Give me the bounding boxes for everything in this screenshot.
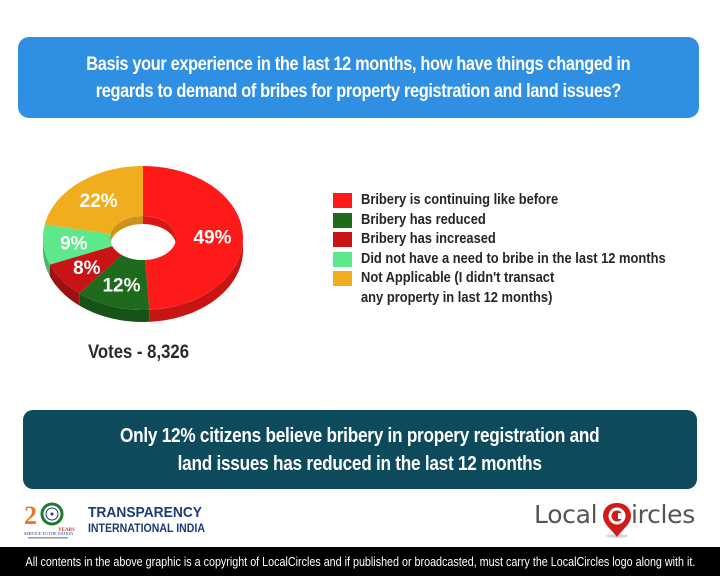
- donut-slice-side: [43, 238, 50, 277]
- svg-text:YEARS: YEARS: [58, 528, 75, 533]
- donut-slice: [50, 246, 122, 294]
- slice-percentage-label: 9%: [60, 234, 88, 255]
- legend-label: Not Applicable (I didn't transact any pr…: [361, 269, 555, 306]
- legend-item: Bribery is continuing like before: [333, 190, 718, 210]
- conclusion-banner: Only 12% citizens believe bribery in pro…: [23, 410, 697, 489]
- slice-percentage-label: 22%: [80, 191, 118, 212]
- slice-percentage-label: 8%: [73, 258, 101, 279]
- legend-label: Bribery has reduced: [361, 210, 486, 228]
- donut-slice: [143, 166, 243, 310]
- legend-label: Bribery is continuing like before: [361, 191, 559, 208]
- svg-text:SERVICE TO THE NATION: SERVICE TO THE NATION: [24, 531, 73, 536]
- donut-slice: [79, 255, 150, 310]
- transparency-international-logo: 2 YEARS SERVICE TO THE NATION TRANSPAREN…: [22, 498, 222, 540]
- localcircles-logo: Local ircles: [530, 498, 700, 542]
- legend-label: Bribery has increased: [361, 230, 496, 247]
- chart-legend: Bribery is continuing like before Briber…: [333, 190, 718, 308]
- legend-item: Did not have a need to bribe in the last…: [333, 249, 718, 269]
- legend-swatch: [333, 271, 352, 286]
- ti-name-line-2: INTERNATIONAL INDIA: [88, 521, 205, 535]
- question-line-2: regards to demand of bribes for property…: [95, 80, 622, 102]
- location-pin-c-icon: [603, 503, 631, 538]
- donut-slice-side: [149, 238, 243, 322]
- lc-logo-text-local: Local: [534, 500, 598, 529]
- copyright-text: All contents in the above graphic is a c…: [25, 554, 695, 569]
- legend-item: Bribery has increased: [333, 229, 718, 249]
- question-line-1: Basis your experience in the last 12 mon…: [86, 53, 631, 75]
- ti-20-years-emblem-icon: 2 YEARS SERVICE TO THE NATION: [24, 501, 75, 539]
- votes-count: Votes - 8,326: [88, 342, 189, 363]
- donut-chart: 49% 12% 8% 9% 22%: [30, 155, 260, 335]
- slice-percentage-label: 12%: [102, 276, 140, 297]
- slice-percentage-label: 49%: [193, 228, 231, 249]
- conclusion-line-1: Only 12% citizens believe bribery in pro…: [120, 424, 600, 447]
- question-banner: Basis your experience in the last 12 mon…: [18, 37, 699, 118]
- legend-swatch: [333, 212, 352, 228]
- donut-slice-side: [50, 264, 80, 306]
- donut-slice-side: [79, 293, 150, 322]
- legend-item: Bribery has reduced: [333, 210, 718, 230]
- lc-logo-text-ircles: ircles: [631, 500, 695, 529]
- legend-swatch: [333, 251, 352, 267]
- legend-swatch: [333, 193, 352, 208]
- donut-slice: [44, 166, 143, 234]
- conclusion-line-2: land issues has reduced in the last 12 m…: [177, 452, 543, 475]
- legend-label: Did not have a need to bribe in the last…: [361, 249, 666, 267]
- ti-name-line-1: TRANSPARENCY: [88, 504, 202, 521]
- legend-swatch: [333, 232, 352, 247]
- donut-chart-svg: 49% 12%8% 9% 22%: [43, 166, 243, 322]
- legend-item: Not Applicable (I didn't transact any pr…: [333, 268, 718, 308]
- copyright-footer: All contents in the above graphic is a c…: [0, 547, 720, 576]
- svg-text:2: 2: [24, 501, 37, 530]
- donut-slice: [43, 224, 113, 265]
